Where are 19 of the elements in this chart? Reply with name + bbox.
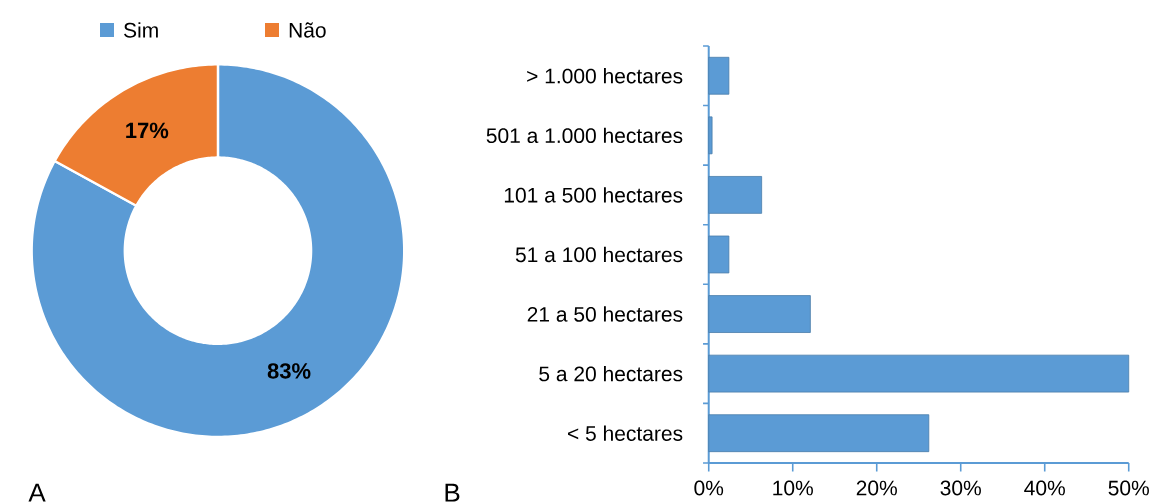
y-tick-label: 5 a 20 hectares (539, 365, 683, 382)
y-tick-label: < 5 hectares (568, 425, 683, 441)
y-tick-label: 501 a 1.000 hectares (486, 127, 683, 144)
y-tick-label: 51 a 100 hectares (515, 246, 683, 263)
y-tick-label: 21 a 50 hectares (527, 306, 683, 322)
text: A (28, 483, 46, 502)
x-tick-label: 50% (1108, 480, 1149, 496)
x-tick-label: 30% (940, 480, 981, 496)
data-label: 17% (126, 122, 169, 139)
x-tick-label: 0% (694, 480, 724, 496)
legend-label: Sim (124, 22, 158, 38)
y-tick-label: 101 a 500 hectares (504, 187, 683, 203)
x-tick-label: 10% (773, 480, 813, 496)
data-label: 83% (267, 363, 311, 379)
x-tick-label: 20% (856, 480, 897, 496)
legend-label: Não (289, 22, 326, 38)
y-tick-label: > 1.000 hectares (527, 68, 683, 84)
x-tick-label: 40% (1024, 480, 1065, 496)
text: B (445, 483, 460, 502)
